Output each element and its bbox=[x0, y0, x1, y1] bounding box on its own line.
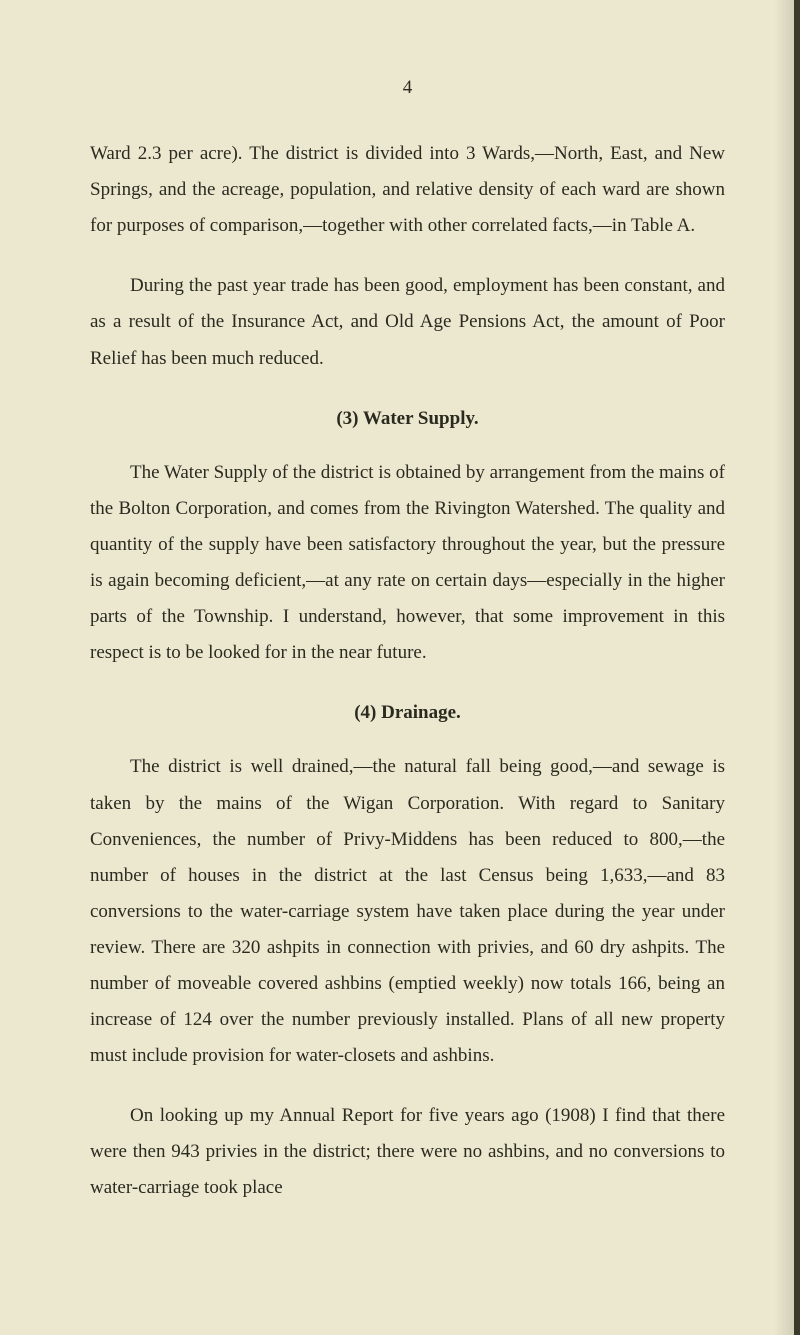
paragraph-5: On looking up my Annual Report for five … bbox=[90, 1098, 725, 1206]
paragraph-3: The Water Supply of the district is obta… bbox=[90, 455, 725, 672]
page-number: 4 bbox=[90, 70, 725, 106]
paragraph-2: During the past year trade has been good… bbox=[90, 268, 725, 376]
paragraph-4: The district is well drained,—the natura… bbox=[90, 749, 725, 1074]
paragraph-1: Ward 2.3 per acre). The district is divi… bbox=[90, 136, 725, 244]
page-edge bbox=[794, 0, 800, 1335]
section-heading-3: (3) Water Supply. bbox=[90, 401, 725, 437]
page-shadow bbox=[774, 0, 794, 1335]
section-heading-4: (4) Drainage. bbox=[90, 695, 725, 731]
